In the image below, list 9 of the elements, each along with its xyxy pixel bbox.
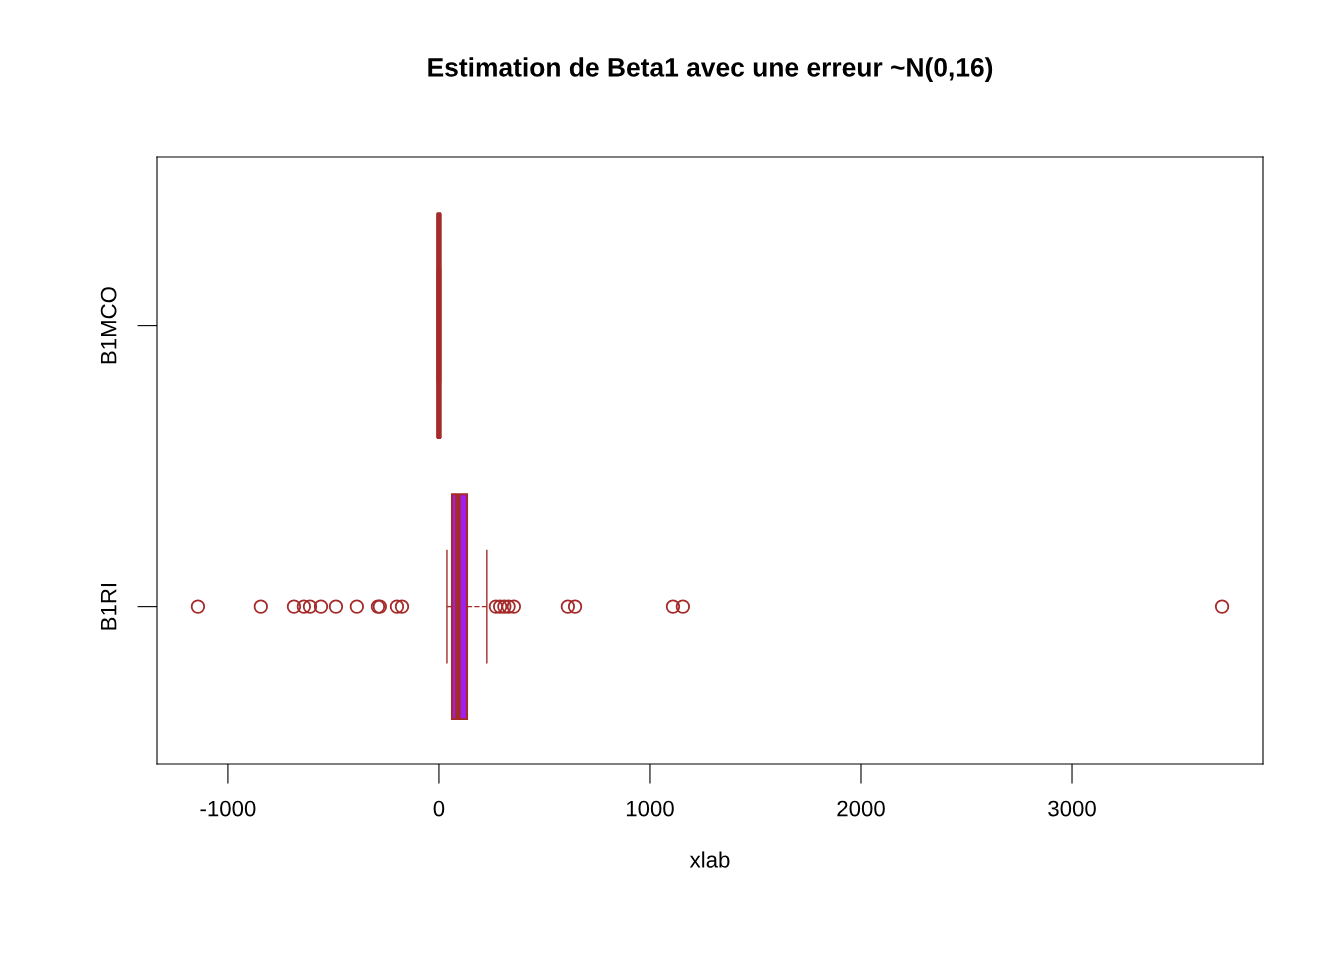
x-tick-label: 2000 <box>837 800 885 817</box>
chart-title: Estimation de Beta1 avec une erreur ~N(0,16) <box>428 57 993 82</box>
x-tick-label: -1000 <box>200 800 256 817</box>
x-tick-label: 1000 <box>626 800 674 817</box>
x-tick-label: 3000 <box>1048 800 1096 817</box>
y-tick-label: B1MCO <box>100 287 117 364</box>
x-tick-label: 0 <box>433 800 445 817</box>
x-axis-title: xlab <box>689 851 730 868</box>
y-tick-label: B1RI <box>100 583 117 630</box>
